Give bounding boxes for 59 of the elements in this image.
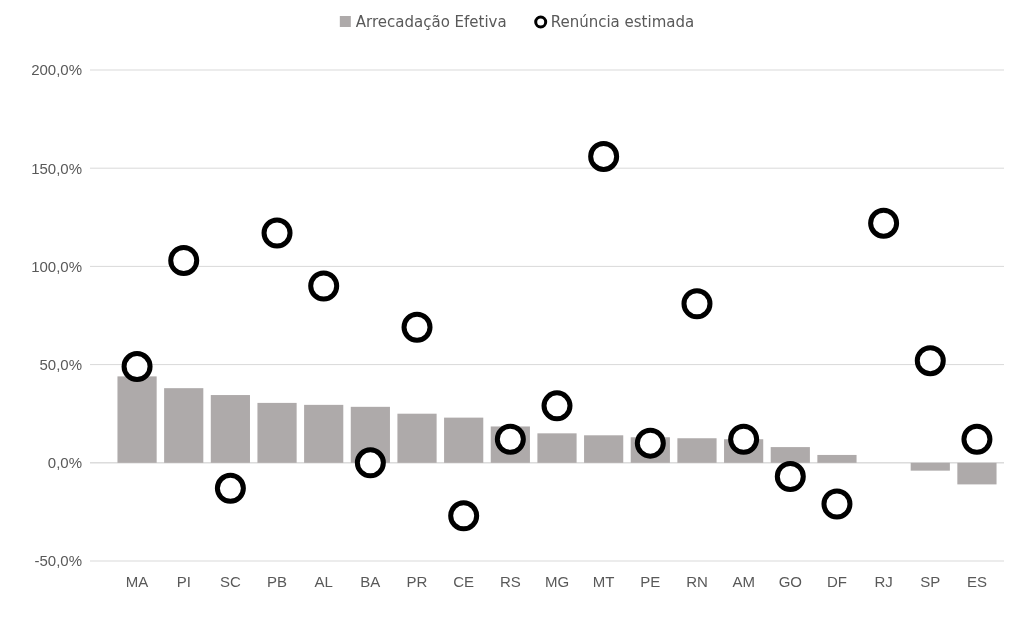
point xyxy=(448,500,480,532)
point xyxy=(868,207,900,239)
point xyxy=(961,423,993,455)
bar xyxy=(257,402,297,463)
point xyxy=(588,140,620,172)
y-tick-label: 0,0% xyxy=(47,454,82,472)
x-tick-label: ES xyxy=(966,572,987,590)
x-tick-label: AL xyxy=(314,572,333,590)
point xyxy=(821,488,853,520)
y-tick-label: -50,0% xyxy=(34,552,82,570)
bar xyxy=(910,462,950,471)
x-tick-label: GO xyxy=(778,572,802,590)
x-tick-label: RN xyxy=(686,572,708,590)
point xyxy=(168,245,200,277)
y-tick-label: 200,0% xyxy=(31,61,82,79)
point xyxy=(261,217,293,249)
x-tick-label: BA xyxy=(360,572,381,590)
point xyxy=(354,447,386,479)
y-tick-label: 150,0% xyxy=(31,159,82,177)
bar xyxy=(444,417,484,463)
x-tick-label: RS xyxy=(499,572,521,590)
x-tick-label: CE xyxy=(453,572,475,590)
bar xyxy=(304,404,344,463)
legend-label: Arrecadação Efetiva xyxy=(355,13,507,31)
bar xyxy=(770,447,810,463)
point xyxy=(541,390,573,422)
x-tick-label: MA xyxy=(125,572,149,590)
x-tick-label: PE xyxy=(640,572,661,590)
point xyxy=(914,345,946,377)
point xyxy=(774,461,806,493)
point xyxy=(214,472,246,504)
x-tick-label: MT xyxy=(592,572,615,590)
x-tick-label: PR xyxy=(406,572,428,590)
point xyxy=(401,311,433,343)
x-tick-label: RJ xyxy=(874,572,893,590)
x-tick-label: DF xyxy=(826,572,847,590)
legend-label: Renúncia estimada xyxy=(550,13,695,31)
bar xyxy=(117,376,157,463)
x-tick-label: PI xyxy=(176,572,191,590)
y-tick-label: 100,0% xyxy=(31,257,82,275)
bar xyxy=(817,454,857,463)
y-tick-label: 50,0% xyxy=(39,355,82,373)
x-tick-label: MG xyxy=(544,572,570,590)
bar xyxy=(677,438,717,463)
bar xyxy=(537,433,577,463)
point xyxy=(121,351,153,383)
bar xyxy=(164,388,204,463)
x-tick-label: AM xyxy=(732,572,755,590)
bar xyxy=(397,413,437,463)
point xyxy=(728,423,760,455)
point xyxy=(634,427,666,459)
x-tick-label: SC xyxy=(219,572,241,590)
x-tick-label: PB xyxy=(267,572,288,590)
point xyxy=(308,270,340,302)
point xyxy=(681,288,713,320)
bar xyxy=(210,395,250,463)
bar xyxy=(957,462,997,485)
x-tick-label: SP xyxy=(920,572,941,590)
bar xyxy=(584,435,624,463)
